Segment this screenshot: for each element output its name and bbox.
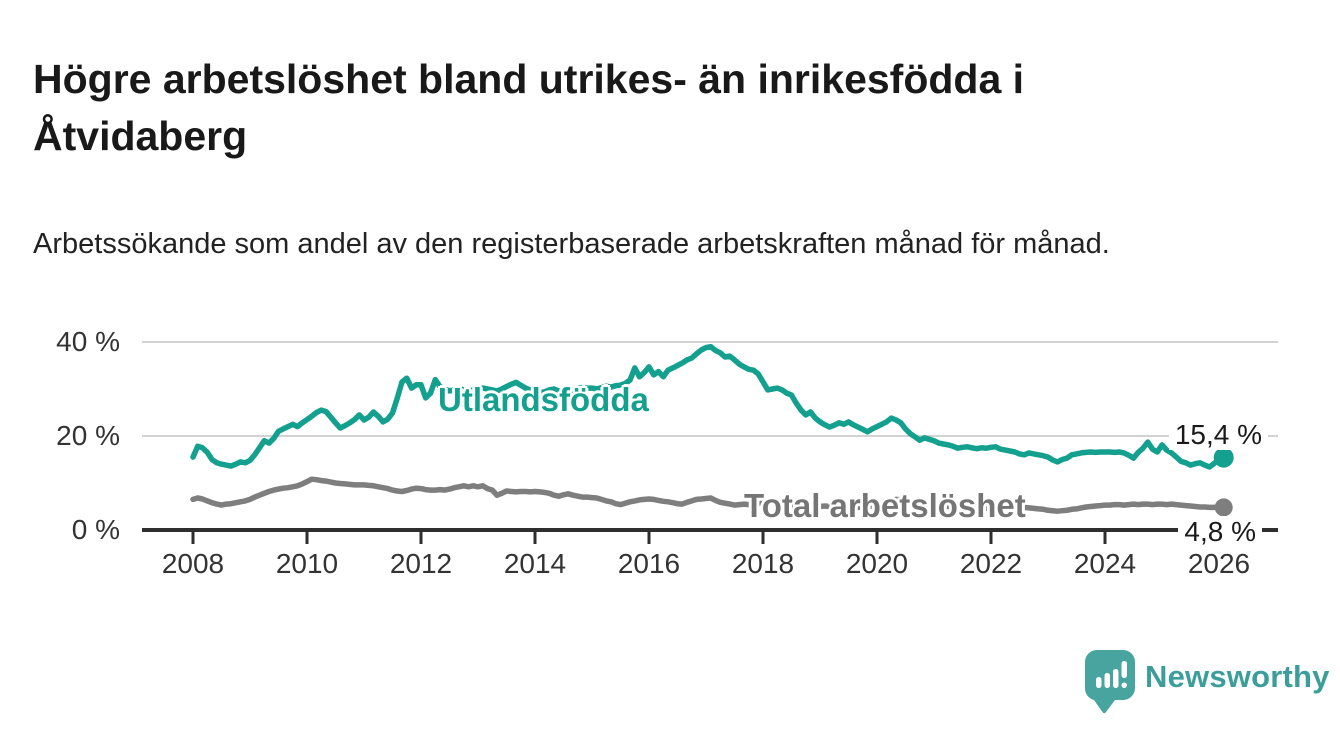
x-axis-tick-label: 2020 <box>845 548 909 579</box>
newsworthy-logo-icon <box>1085 650 1135 714</box>
end-value-label-total: 4,8 % <box>1178 516 1262 548</box>
x-axis-tick-label: 2026 <box>1187 548 1251 579</box>
x-axis-tick-label: 2018 <box>731 548 795 579</box>
newsworthy-branding: Newsworthy <box>1085 650 1330 714</box>
y-axis-tick-label: 40 % <box>56 326 120 357</box>
y-axis-tick-label: 0 % <box>71 514 120 545</box>
end-value-label-utlandsfodda: 15,4 % <box>1168 419 1268 451</box>
x-axis-tick-label: 2012 <box>389 548 453 579</box>
x-axis-tick-label: 2016 <box>617 548 681 579</box>
chart-title: Högre arbetslöshet bland utrikes- än inr… <box>33 56 1025 160</box>
series-label-total-arbetsloshet: Total arbetslöshet <box>744 487 1026 524</box>
x-axis-tick-label: 2014 <box>503 548 567 579</box>
series-label-utlandsfodda: Utlandsfödda <box>438 381 649 418</box>
y-axis-tick-label: 20 % <box>56 420 120 451</box>
x-axis-tick-label: 2022 <box>959 548 1023 579</box>
x-axis-tick-label: 2010 <box>275 548 339 579</box>
x-axis-tick-label: 2024 <box>1073 548 1137 579</box>
chart-subtitle: Arbetssökande som andel av den registerb… <box>33 228 1110 260</box>
x-axis-tick-label: 2008 <box>161 548 225 579</box>
newsworthy-wordmark: Newsworthy <box>1145 659 1330 694</box>
